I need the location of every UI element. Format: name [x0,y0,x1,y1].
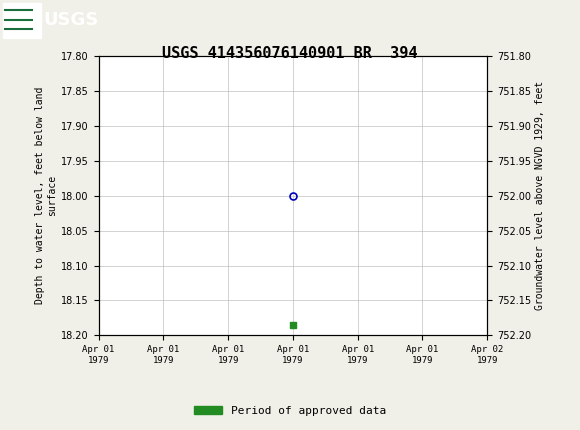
Text: USGS: USGS [44,12,99,29]
Y-axis label: Groundwater level above NGVD 1929, feet: Groundwater level above NGVD 1929, feet [535,81,545,310]
Bar [3,3,41,37]
Text: USGS 414356076140901 BR  394: USGS 414356076140901 BR 394 [162,46,418,61]
Legend: Period of approved data: Period of approved data [190,401,390,420]
Y-axis label: Depth to water level, feet below land
surface: Depth to water level, feet below land su… [35,87,57,304]
